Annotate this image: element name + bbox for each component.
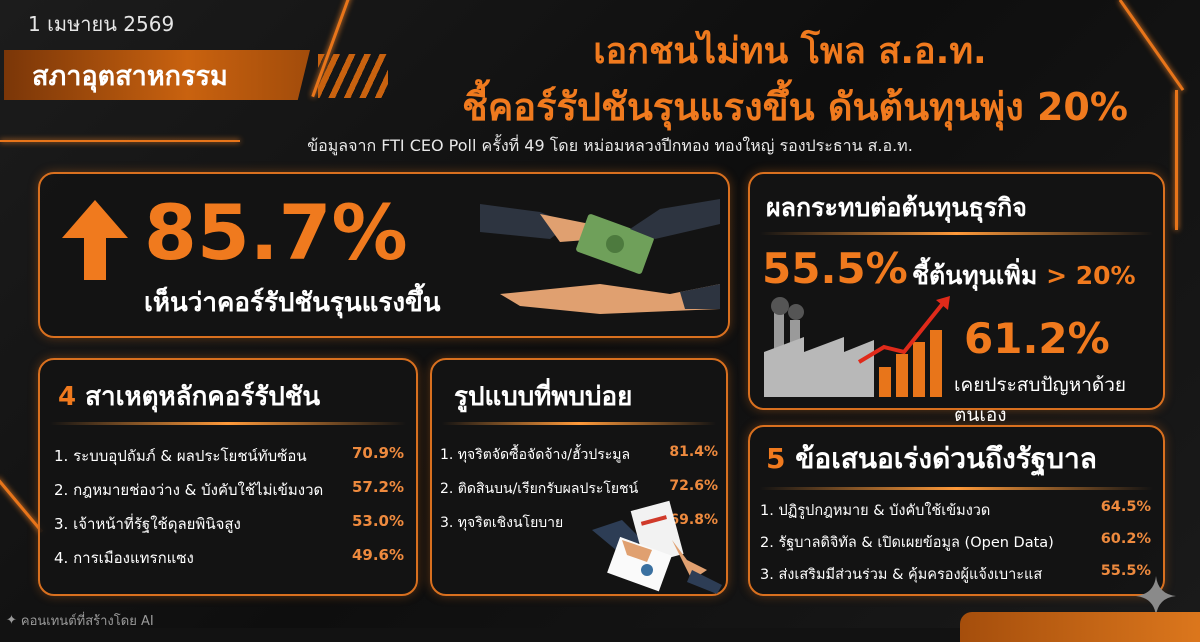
title-line-2: ชี้คอร์รัปชันรุนแรงขึ้น ดันต้นทุนพุ่ง 20…	[462, 85, 1128, 129]
proposal-label: 2. รัฐบาลดิจิทัล & เปิดเผยข้อมูล (Open D…	[760, 535, 1054, 551]
cause-label: 1. ระบบอุปถัมภ์ & ผลประโยชน์ทับซ้อน	[54, 447, 307, 465]
pattern-value: 69.8%	[669, 512, 718, 528]
cost-impact-title: ผลกระทบต่อต้นทุนธุรกิจ	[766, 193, 1027, 222]
headline-stat-card: 85.7% เห็นว่าคอร์รัปชันรุนแรงขึ้น	[38, 172, 730, 338]
patterns-card: รูปแบบที่พบบ่อย 1. ทุจริตจัดซื้อจัดจ้าง/…	[430, 358, 728, 596]
org-name: สภาอุตสาหกรรม	[32, 60, 228, 92]
proposal-value: 60.2%	[1100, 531, 1151, 547]
proposal-value: 64.5%	[1100, 499, 1151, 515]
sparkle-icon	[1136, 576, 1176, 616]
proposals-title: 5 ข้อเสนอเร่งด่วนถึงรัฐบาล	[766, 437, 1097, 481]
org-banner: สภาอุตสาหกรรม	[4, 50, 310, 100]
proposal-row: 2. รัฐบาลดิจิทัล & เปิดเผยข้อมูล (Open D…	[760, 531, 1151, 554]
causes-count: 4	[58, 382, 77, 412]
divider	[50, 422, 406, 425]
proposal-label: 1. ปฏิรูปกฎหมาย & บังคับใช้เข้มงวด	[760, 503, 991, 519]
pattern-value: 72.6%	[669, 478, 718, 494]
banner-stripes	[318, 54, 388, 98]
headline-label: เห็นว่าคอร์รัปชันรุนแรงขึ้น	[144, 288, 441, 318]
ai-note-text: คอนเทนต์ที่สร้างโดย AI	[20, 614, 154, 629]
cost-impact-card: ผลกระทบต่อต้นทุนธุรกิจ 55.5% ชี้ต้นทุนเพ…	[748, 172, 1165, 426]
proposals-count: 5	[766, 442, 786, 475]
divider	[760, 232, 1153, 235]
patterns-title: รูปแบบที่พบบ่อย	[454, 382, 633, 412]
causes-title: 4 สาเหตุหลักคอร์รัปชัน	[58, 376, 320, 417]
proposals-card: 5 ข้อเสนอเร่งด่วนถึงรัฐบาล 1. ปฏิรูปกฎหม…	[748, 425, 1165, 596]
pattern-value: 81.4%	[669, 444, 718, 460]
cost-stat-2-value: 61.2%	[964, 314, 1110, 363]
pattern-row: 3. ทุจริตเชิงนโยบาย 69.8%	[440, 512, 718, 534]
cause-label: 3. เจ้าหน้าที่รัฐใช้ดุลยพินิจสูง	[54, 515, 241, 533]
ai-content-note: ✦ คอนเทนต์ที่สร้างโดย AI	[6, 610, 154, 631]
pattern-row: 1. ทุจริตจัดซื้อจัดจ้าง/ฮั้วประมูล 81.4%	[440, 444, 718, 466]
pattern-row: 2. ติดสินบน/เรียกรับผลประโยชน์ 72.6%	[440, 478, 718, 500]
divider	[442, 422, 716, 425]
date: 1 เมษายน 2569	[28, 12, 175, 36]
cost-stat-2-label: เคยประสบปัญหาด้วยตนเอง	[954, 374, 1127, 426]
cost-stat-1-value: 55.5%	[762, 244, 908, 293]
pattern-label: 1. ทุจริตจัดซื้อจัดจ้าง/ฮั้วประมูล	[440, 447, 631, 463]
causes-card: 4 สาเหตุหลักคอร์รัปชัน 1. ระบบอุปถัมภ์ &…	[38, 358, 418, 596]
cost-stat-1-label: ชี้ต้นทุนเพิ่ม > 20%	[912, 256, 1136, 296]
pattern-label: 3. ทุจริตเชิงนโยบาย	[440, 515, 564, 531]
pattern-label: 2. ติดสินบน/เรียกรับผลประโยชน์	[440, 481, 639, 497]
title-line-1: เอกชนไม่ทน โพล ส.อ.ท.	[593, 31, 987, 72]
headline-value: 85.7%	[144, 188, 408, 277]
subtitle: ข้อมูลจาก FTI CEO Poll ครั้งที่ 49 โดย ห…	[307, 136, 913, 155]
document-handover-illustration	[592, 500, 722, 594]
factory-cost-chart-illustration	[764, 296, 950, 397]
cause-label: 4. การเมืองแทรกแซง	[54, 549, 194, 567]
cause-row: 3. เจ้าหน้าที่รัฐใช้ดุลยพินิจสูง 53.0%	[54, 512, 404, 536]
proposal-value: 55.5%	[1100, 563, 1151, 579]
decor-line	[0, 140, 240, 142]
cause-value: 57.2%	[351, 478, 404, 496]
causes-title-text: สาเหตุหลักคอร์รัปชัน	[85, 382, 321, 412]
cost-stat-1-threshold: > 20%	[1046, 261, 1136, 290]
cause-value: 49.6%	[351, 546, 404, 564]
money-handover-illustration	[480, 199, 720, 314]
decor-line	[1175, 90, 1178, 230]
divider	[760, 487, 1153, 490]
cause-value: 70.9%	[351, 444, 404, 462]
proposals-title-text: ข้อเสนอเร่งด่วนถึงรัฐบาล	[795, 442, 1097, 475]
cause-row: 4. การเมืองแทรกแซง 49.6%	[54, 546, 404, 570]
cause-row: 2. กฎหมายช่องว่าง & บังคับใช้ไม่เข้มงวด 5…	[54, 478, 404, 502]
cause-value: 53.0%	[351, 512, 404, 530]
arrow-up-icon	[62, 200, 128, 280]
proposal-row: 1. ปฏิรูปกฎหมาย & บังคับใช้เข้มงวด 64.5%	[760, 499, 1151, 522]
cost-stat-1-text: ชี้ต้นทุนเพิ่ม	[912, 261, 1038, 290]
cause-row: 1. ระบบอุปถัมภ์ & ผลประโยชน์ทับซ้อน 70.9%	[54, 444, 404, 468]
bottom-orange-shape	[960, 612, 1200, 642]
proposal-label: 3. ส่งเสริมมีส่วนร่วม & คุ้มครองผู้แจ้งเ…	[760, 567, 1043, 583]
ai-sparkle-icon: ✦	[6, 613, 17, 628]
cause-label: 2. กฎหมายช่องว่าง & บังคับใช้ไม่เข้มงวด	[54, 481, 324, 499]
proposal-row: 3. ส่งเสริมมีส่วนร่วม & คุ้มครองผู้แจ้งเ…	[760, 563, 1151, 586]
